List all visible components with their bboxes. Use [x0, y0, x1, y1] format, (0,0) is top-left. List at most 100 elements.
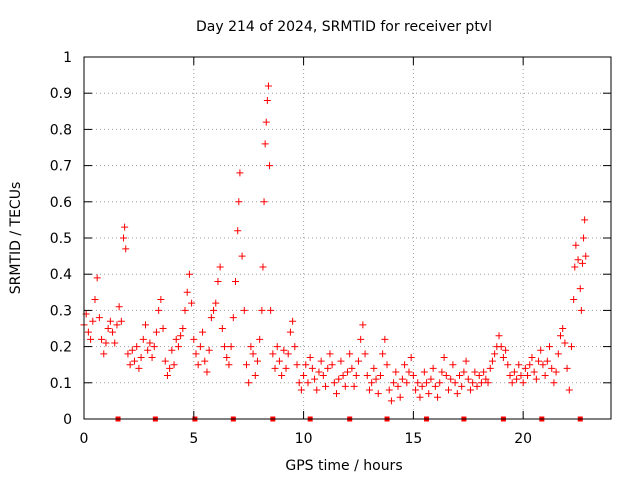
data-point [168, 346, 176, 354]
data-point [383, 361, 391, 369]
data-point [328, 361, 336, 369]
y-tick-label: 0.1 [50, 376, 72, 392]
data-point [396, 393, 404, 401]
data-point [262, 118, 270, 126]
data-point [442, 372, 450, 380]
data-point [293, 361, 301, 369]
data-point [89, 317, 97, 325]
y-tick-label: 0.4 [50, 267, 72, 283]
data-point [416, 393, 424, 401]
data-point [289, 317, 297, 325]
data-point [256, 335, 264, 343]
data-point [159, 325, 167, 332]
data-point [453, 390, 461, 398]
data-point [390, 379, 398, 387]
data-point [251, 372, 259, 380]
data-point [462, 357, 470, 365]
data-point [403, 379, 411, 387]
data-point [333, 390, 341, 398]
data-point [297, 386, 305, 394]
data-point [117, 317, 125, 325]
data-point [414, 379, 422, 387]
data-point [423, 379, 431, 387]
data-point [161, 357, 169, 365]
data-point [486, 364, 494, 372]
data-point [570, 296, 578, 304]
data-point [261, 140, 269, 148]
data-point [484, 379, 492, 387]
y-tick-label: 0.5 [50, 231, 72, 247]
data-point [286, 328, 294, 336]
data-point [434, 393, 442, 401]
data-point [91, 296, 99, 304]
data-point [567, 343, 575, 351]
data-point [247, 343, 255, 351]
data-point [319, 372, 327, 380]
data-point [582, 252, 590, 260]
data-point [216, 263, 224, 271]
data-point [300, 372, 308, 380]
data-point [102, 339, 110, 347]
data-point [543, 357, 551, 365]
data-point [150, 343, 158, 351]
grid-lines [84, 57, 611, 419]
data-point [194, 361, 202, 369]
data-point [532, 375, 540, 383]
data-point [263, 96, 271, 104]
data-point [458, 382, 466, 390]
data-point [581, 216, 589, 224]
data-point [236, 169, 244, 177]
data-point [420, 368, 428, 376]
data-point [466, 386, 474, 394]
data-point [341, 382, 349, 390]
data-point [295, 379, 303, 387]
data-point [398, 375, 406, 383]
data-point [106, 317, 114, 325]
data-point [515, 361, 523, 369]
data-point [95, 314, 103, 322]
data-point [412, 386, 420, 394]
data-point [225, 361, 233, 369]
data-point [563, 364, 571, 372]
data-point [326, 350, 334, 358]
data-point [144, 346, 152, 354]
data-point [359, 321, 367, 329]
data-point [190, 335, 198, 343]
y-tick-label: 0.6 [50, 195, 72, 211]
data-point [357, 335, 365, 343]
data-point [506, 372, 514, 380]
data-point [205, 346, 213, 354]
data-point [223, 353, 231, 361]
data-point [556, 332, 564, 340]
data-point [574, 256, 582, 264]
chart-title: Day 214 of 2024, SRMTID for receiver ptv… [196, 19, 492, 35]
data-point [291, 343, 299, 351]
data-point [477, 379, 485, 387]
data-point [429, 364, 437, 372]
data-points [80, 82, 590, 405]
data-point [212, 299, 220, 307]
data-point [266, 162, 274, 170]
data-point [324, 364, 332, 372]
data-point [407, 353, 415, 361]
data-point [284, 350, 292, 358]
data-point [308, 364, 316, 372]
data-point [313, 386, 321, 394]
data-point [385, 386, 393, 394]
x-tick-label: 0 [80, 431, 89, 447]
data-point [546, 343, 554, 351]
data-point [322, 382, 330, 390]
data-point [449, 361, 457, 369]
data-point [302, 361, 310, 369]
data-point [530, 368, 538, 376]
data-point [471, 368, 479, 376]
data-point [337, 357, 345, 365]
data-point [559, 325, 567, 332]
data-point [401, 361, 409, 369]
data-point [447, 375, 455, 383]
data-point [469, 379, 477, 387]
data-point [278, 372, 286, 380]
data-point [451, 379, 459, 387]
data-point [535, 357, 543, 365]
